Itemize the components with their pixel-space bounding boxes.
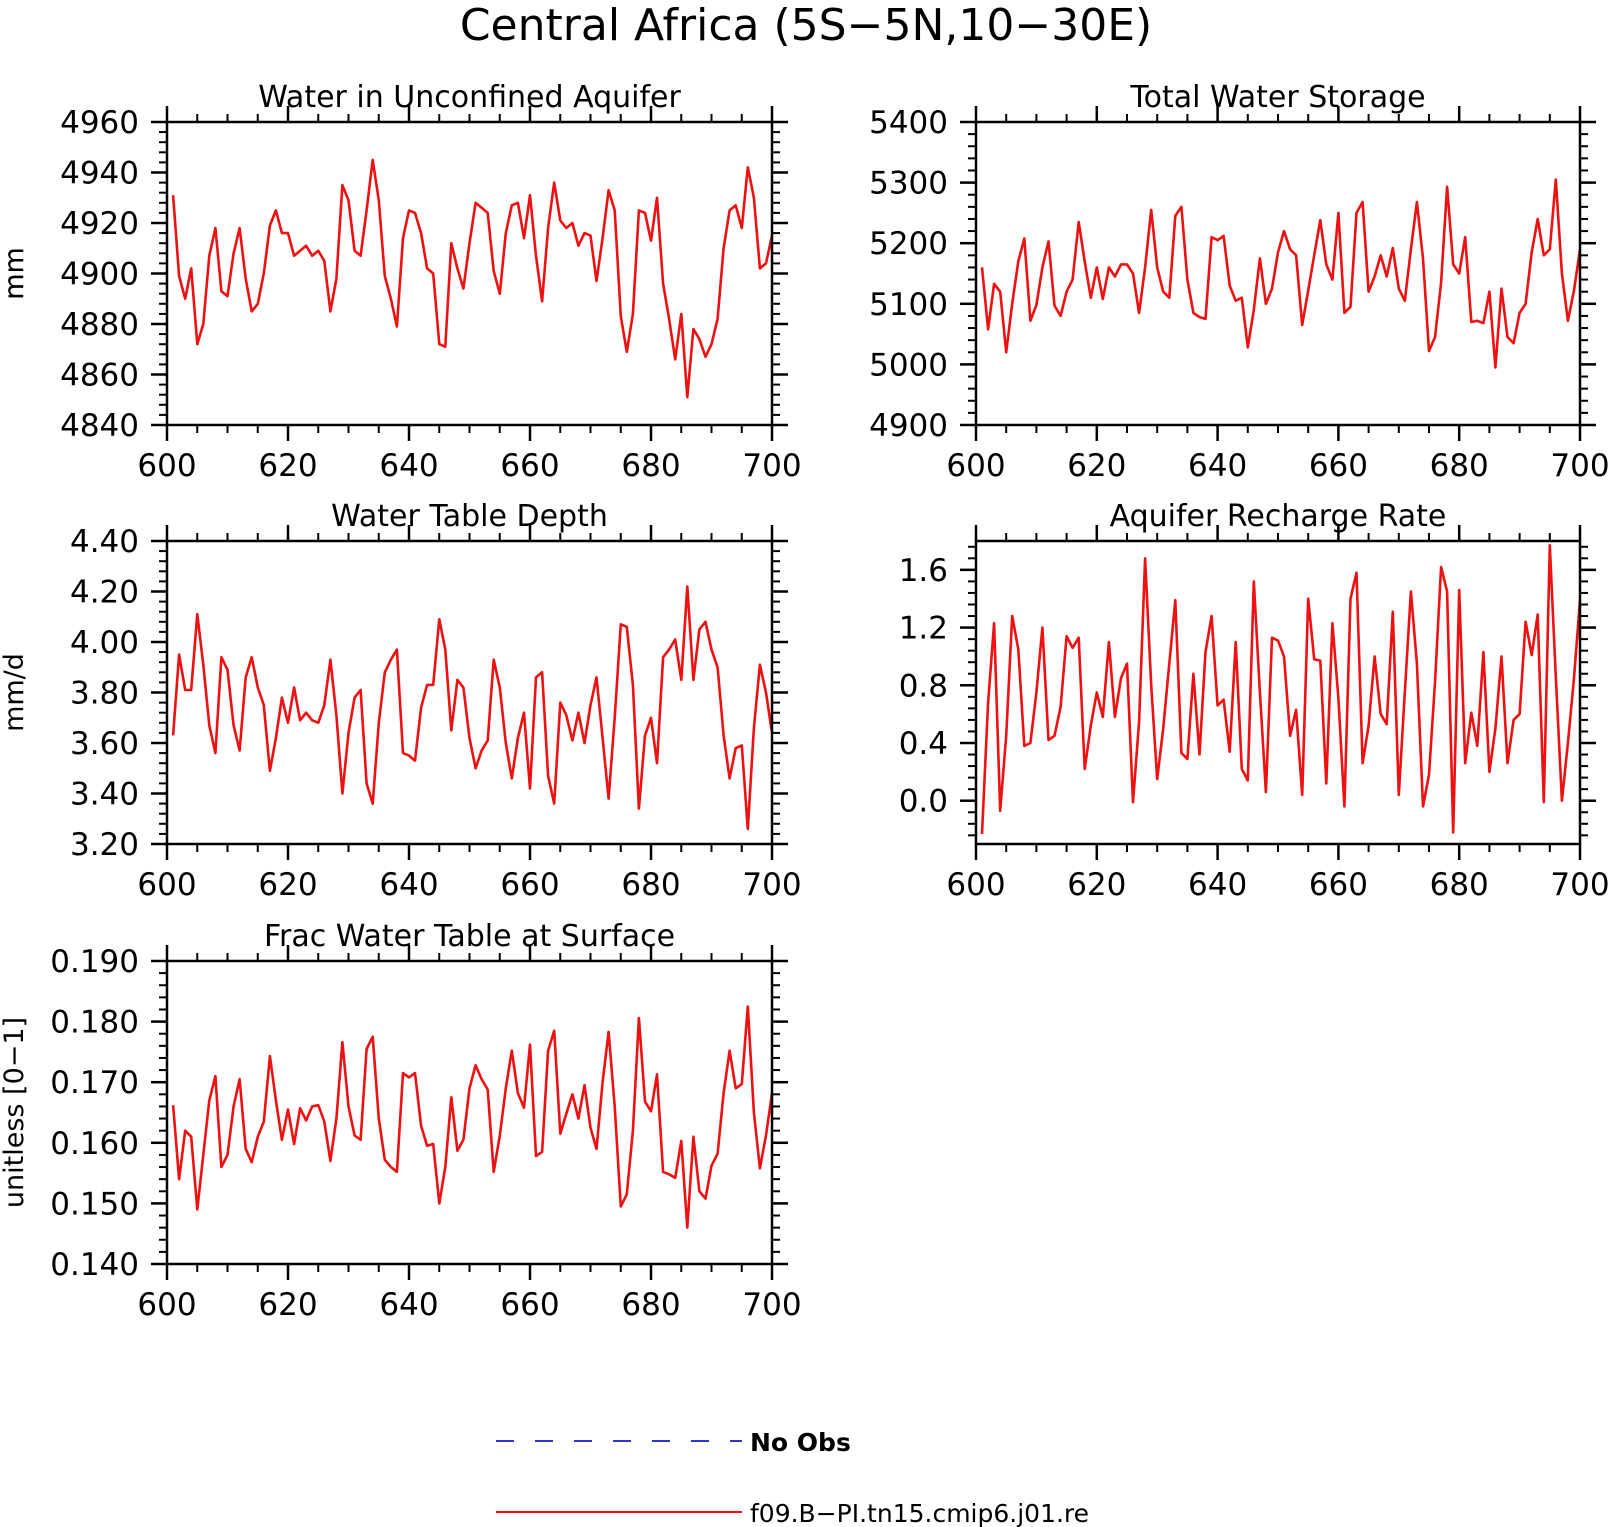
legend-model-label: f09.B−PI.tn15.cmip6.j01.re [750,1499,1089,1527]
y-tick-label: 0.190 [50,944,139,980]
plot-frame [165,959,774,1266]
y-tick-label: 0.8 [899,668,948,704]
x-tick-label: 660 [500,867,559,903]
x-tick-label: 680 [621,1287,680,1323]
y-tick-label: 3.20 [70,827,139,863]
x-tick-label: 640 [379,448,438,484]
series-line-model [171,158,772,399]
y-tick-label: 3.40 [70,777,139,813]
panel-0: Water in Unconfined Aquifer mm 4840 4860 488… [0,80,802,484]
y-axis-label: mm/d [0,653,30,732]
y-tick-label: 5300 [869,166,948,202]
panel-1: Total Water Storage mm 4900 5000 5100 5200 530… [0,80,1610,484]
x-tick-label: 680 [1430,867,1489,903]
x-tick-label: 680 [621,867,680,903]
x-tick-label: 620 [258,1287,317,1323]
y-tick-label: 0.4 [899,726,948,762]
x-tick-label: 680 [621,448,680,484]
x-tick-label: 620 [258,448,317,484]
y-axis-label: unitless [0−1] [0,1017,30,1208]
x-tick-label: 660 [500,448,559,484]
x-tick-label: 660 [1309,448,1368,484]
y-tick-label: 4.40 [70,524,139,560]
panel-title: Water in Unconfined Aquifer [258,80,681,115]
x-tick-label: 680 [1430,448,1489,484]
x-tick-label: 600 [137,867,196,903]
y-tick-label: 1.2 [899,611,948,647]
x-tick-label: 700 [1550,448,1609,484]
y-tick-label: 1.6 [899,553,948,589]
panel-title: Frac Water Table at Surface [264,919,675,954]
y-axis-label: mm [0,247,30,300]
panel-2: Water Table Depth m 3.20 3.40 3.60 3.80 4.00 4.… [0,499,802,903]
figure-title: Central Africa (5S−5N,10−30E) [460,0,1152,51]
series-line-model [171,1005,772,1229]
y-tick-label: 4840 [60,408,139,444]
y-axis-label: mm [0,247,30,300]
y-tick-label: 5400 [869,105,948,141]
legend: No Obs f09.B−PI.tn15.cmip6.j01.re [496,1428,1089,1527]
y-tick-label: 0.150 [50,1186,139,1222]
panel-4: Frac Water Table at Surface unitless [0−1… [0,919,802,1323]
y-tick-label: 4960 [60,105,139,141]
y-tick-label: 0.140 [50,1247,139,1283]
y-tick-label: 4.20 [70,575,139,611]
x-tick-label: 660 [1309,867,1368,903]
y-tick-label: 4880 [60,307,139,343]
series-line-model [980,543,1580,834]
panel-title: Water Table Depth [331,499,608,534]
y-tick-label: 0.0 [899,784,948,820]
y-tick-label: 4860 [60,358,139,394]
panel-title: Total Water Storage [1129,80,1425,115]
y-tick-label: 4940 [60,156,139,192]
x-tick-label: 620 [258,867,317,903]
panel-title: Aquifer Recharge Rate [1110,499,1447,534]
x-tick-label: 640 [1188,448,1247,484]
plot-frame [974,539,1582,846]
plot-frame [974,120,1582,427]
x-tick-label: 600 [946,448,1005,484]
y-tick-label: 4.00 [70,625,139,661]
x-tick-label: 660 [500,1287,559,1323]
x-tick-label: 640 [379,1287,438,1323]
x-tick-label: 700 [742,1287,801,1323]
x-tick-label: 700 [1550,867,1609,903]
plot-frame [165,539,774,846]
y-tick-label: 0.170 [50,1065,139,1101]
series-line-model [171,585,772,831]
x-tick-label: 640 [1188,867,1247,903]
x-tick-label: 620 [1067,448,1126,484]
y-tick-label: 4900 [869,408,948,444]
y-tick-label: 5100 [869,287,948,323]
x-tick-label: 700 [742,867,801,903]
legend-no-obs-label: No Obs [750,1428,851,1457]
x-tick-label: 620 [1067,867,1126,903]
x-tick-label: 600 [137,448,196,484]
y-axis-label: m [0,679,30,705]
y-tick-label: 5200 [869,226,948,262]
x-tick-label: 600 [137,1287,196,1323]
x-tick-label: 640 [379,867,438,903]
panel-3: Aquifer Recharge Rate mm/d 0.0 0.4 0.8 1.2 1.6… [0,499,1610,903]
series-line-model [980,178,1580,369]
panels: Water in Unconfined Aquifer mm 4840 4860 488… [0,80,1610,1323]
y-tick-label: 5000 [869,347,948,383]
y-tick-label: 0.180 [50,1005,139,1041]
y-tick-label: 4920 [60,206,139,242]
plot-frame [165,120,774,427]
x-tick-label: 600 [946,867,1005,903]
y-tick-label: 3.80 [70,676,139,712]
y-tick-label: 4900 [60,257,139,293]
x-tick-label: 700 [742,448,801,484]
y-tick-label: 0.160 [50,1126,139,1162]
y-tick-label: 3.60 [70,726,139,762]
